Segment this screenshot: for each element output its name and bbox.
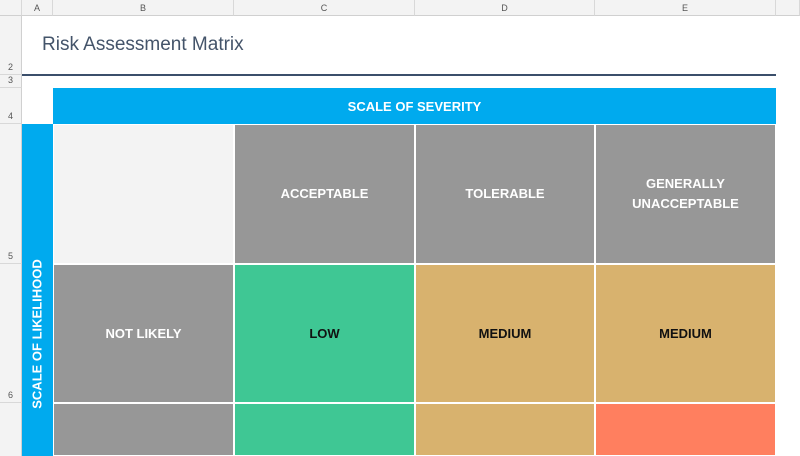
likelihood-header[interactable]: NOT LIKELY — [53, 264, 234, 403]
column-header[interactable]: A — [22, 0, 53, 16]
corner[interactable] — [0, 0, 22, 16]
severity-header[interactable]: ACCEPTABLE — [234, 124, 415, 264]
title: Risk Assessment Matrix — [42, 34, 244, 55]
title-rule — [22, 74, 776, 76]
row-header[interactable]: 4 — [0, 88, 22, 124]
risk-cell[interactable]: MEDIUM — [595, 264, 776, 403]
row-header[interactable]: 5 — [0, 124, 22, 264]
risk-cell[interactable] — [234, 403, 415, 456]
column-header[interactable]: E — [595, 0, 776, 16]
column-header[interactable] — [776, 0, 800, 16]
blank-cell[interactable] — [53, 124, 234, 264]
likelihood-bar: SCALE OF LIKELIHOOD — [22, 124, 53, 456]
severity-header[interactable]: GENERALLY UNACCEPTABLE — [595, 124, 776, 264]
row-header[interactable]: 2 — [0, 16, 22, 75]
likelihood-header[interactable] — [53, 403, 234, 456]
risk-cell[interactable] — [415, 403, 595, 456]
severity-label: SCALE OF SEVERITY — [53, 88, 776, 124]
risk-cell[interactable]: MEDIUM — [415, 264, 595, 403]
likelihood-label: SCALE OF LIKELIHOOD — [29, 259, 45, 409]
column-header[interactable]: B — [53, 0, 234, 16]
risk-cell[interactable]: LOW — [234, 264, 415, 403]
row-header[interactable]: 3 — [0, 75, 22, 88]
risk-cell[interactable] — [595, 403, 776, 456]
severity-header[interactable]: TOLERABLE — [415, 124, 595, 264]
column-header[interactable]: D — [415, 0, 595, 16]
row-header[interactable] — [0, 403, 22, 456]
column-header[interactable]: C — [234, 0, 415, 16]
row-header[interactable]: 6 — [0, 264, 22, 403]
